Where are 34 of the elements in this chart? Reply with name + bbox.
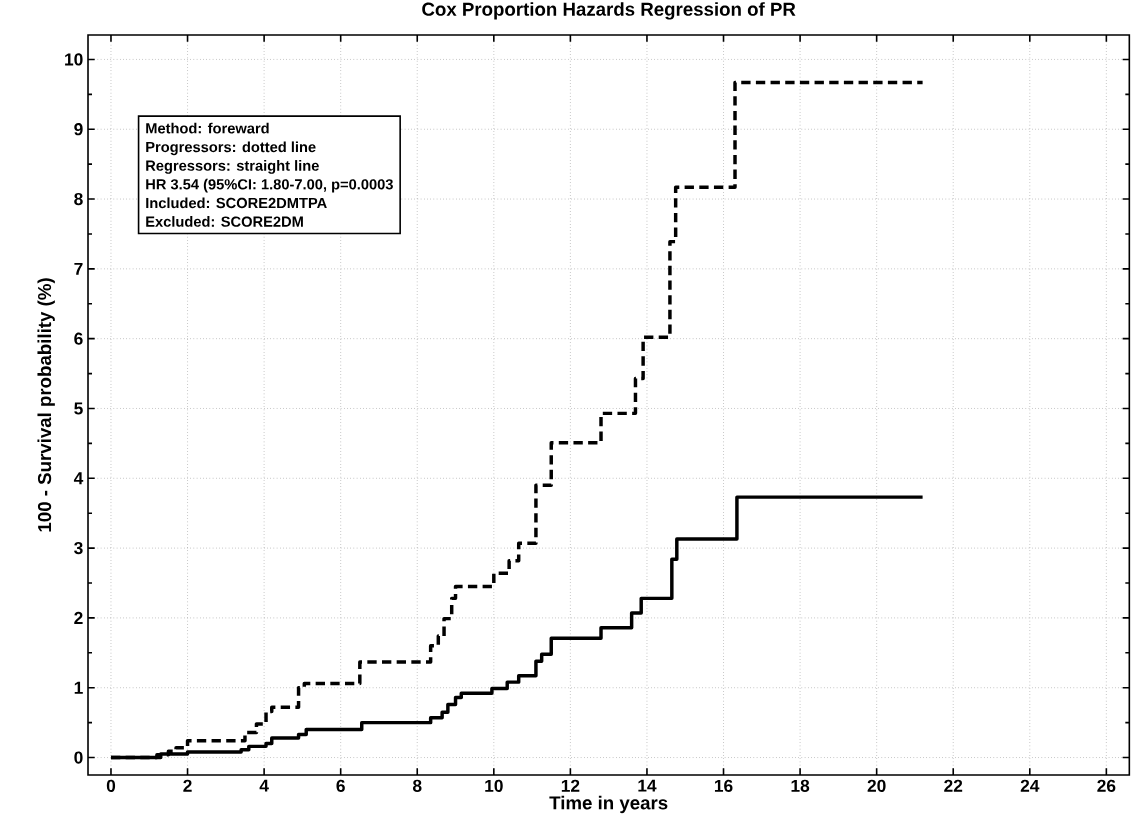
y-tick-label: 5 [74, 402, 83, 415]
y-axis-title: 100 - Survival probability (%) [37, 278, 55, 532]
annotation: Included: SCORE2DMTPA [146, 197, 327, 209]
chart-title: Cox Proportion Hazards Regression of PR [422, 2, 796, 20]
y-tick-label: 10 [65, 53, 83, 66]
annotation: Regressors: straight line [146, 160, 319, 174]
x-tick-label: 18 [791, 779, 810, 792]
x-tick-label: 22 [944, 779, 963, 792]
x-tick-label: 26 [1097, 779, 1116, 792]
annotation: Progressors: dotted line [146, 141, 316, 156]
x-tick-label: 4 [259, 779, 269, 792]
x-axis-title: Time in years [549, 795, 668, 814]
x-tick-label: 12 [561, 779, 580, 792]
x-tick-label: 24 [1020, 779, 1040, 792]
x-tick-label: 16 [714, 779, 733, 792]
y-tick-label: 0 [74, 751, 83, 764]
y-tick-label: 4 [73, 472, 84, 485]
x-tick-label: 6 [336, 779, 345, 792]
y-tick-label: 3 [74, 541, 83, 555]
x-tick-label: 8 [412, 779, 422, 792]
y-tick-label: 2 [74, 611, 83, 624]
y-tick-label: 7 [74, 262, 83, 275]
annotation: Method: foreward [146, 122, 269, 134]
annotation: HR 3.54 (95%CI: 1.80-7.00, p=0.0003 [146, 178, 393, 193]
x-tick-label: 2 [183, 779, 192, 792]
annotation: Excluded: SCORE2DM [146, 216, 303, 227]
x-tick-label: 20 [867, 779, 886, 792]
y-tick-label: 6 [74, 332, 83, 345]
x-tick-label: 14 [638, 779, 657, 792]
y-tick-label: 1 [74, 681, 83, 694]
y-tick-label: 8 [74, 192, 83, 206]
x-tick-label: 0 [106, 779, 116, 792]
x-tick-label: 10 [485, 779, 503, 792]
y-tick-label: 9 [74, 123, 83, 136]
